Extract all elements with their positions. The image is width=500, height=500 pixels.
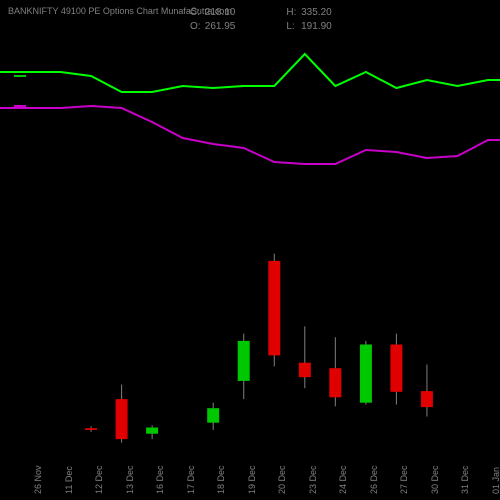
indicator-line-2 <box>0 106 500 164</box>
candle-body <box>238 341 250 381</box>
xaxis-label: 27 Dec <box>399 465 409 494</box>
indicator-line-1 <box>0 54 500 92</box>
xaxis-label: 23 Dec <box>308 465 318 494</box>
options-chart: BANKNIFTY 49100 PE Options Chart MunafaS… <box>0 0 500 500</box>
candle-body <box>268 261 280 356</box>
candle-body <box>207 408 219 423</box>
xaxis-label: 24 Dec <box>338 465 348 494</box>
xaxis-label: 19 Dec <box>247 465 257 494</box>
xaxis-label: 13 Dec <box>125 465 135 494</box>
candle-body <box>146 428 158 434</box>
chart-svg <box>0 0 500 500</box>
xaxis-label: 17 Dec <box>186 465 196 494</box>
candle-body <box>329 368 341 397</box>
candle-body <box>299 363 311 378</box>
xaxis-label: 12 Dec <box>94 465 104 494</box>
candle-body <box>360 345 372 403</box>
candle-body <box>116 399 128 439</box>
xaxis-label: 20 Dec <box>277 465 287 494</box>
xaxis-label: 16 Dec <box>155 465 165 494</box>
xaxis-label: 26 Dec <box>369 465 379 494</box>
xaxis-label: 30 Dec <box>430 465 440 494</box>
candle-body <box>85 428 97 430</box>
xaxis-label: 11 Dec <box>64 466 74 494</box>
xaxis-label: 31 Dec <box>460 465 470 494</box>
xaxis-label: 01 Jan <box>491 467 500 494</box>
xaxis-label: 18 Dec <box>216 465 226 494</box>
xaxis-label: 26 Nov <box>33 465 43 494</box>
candle-body <box>390 345 402 392</box>
candle-body <box>421 391 433 407</box>
